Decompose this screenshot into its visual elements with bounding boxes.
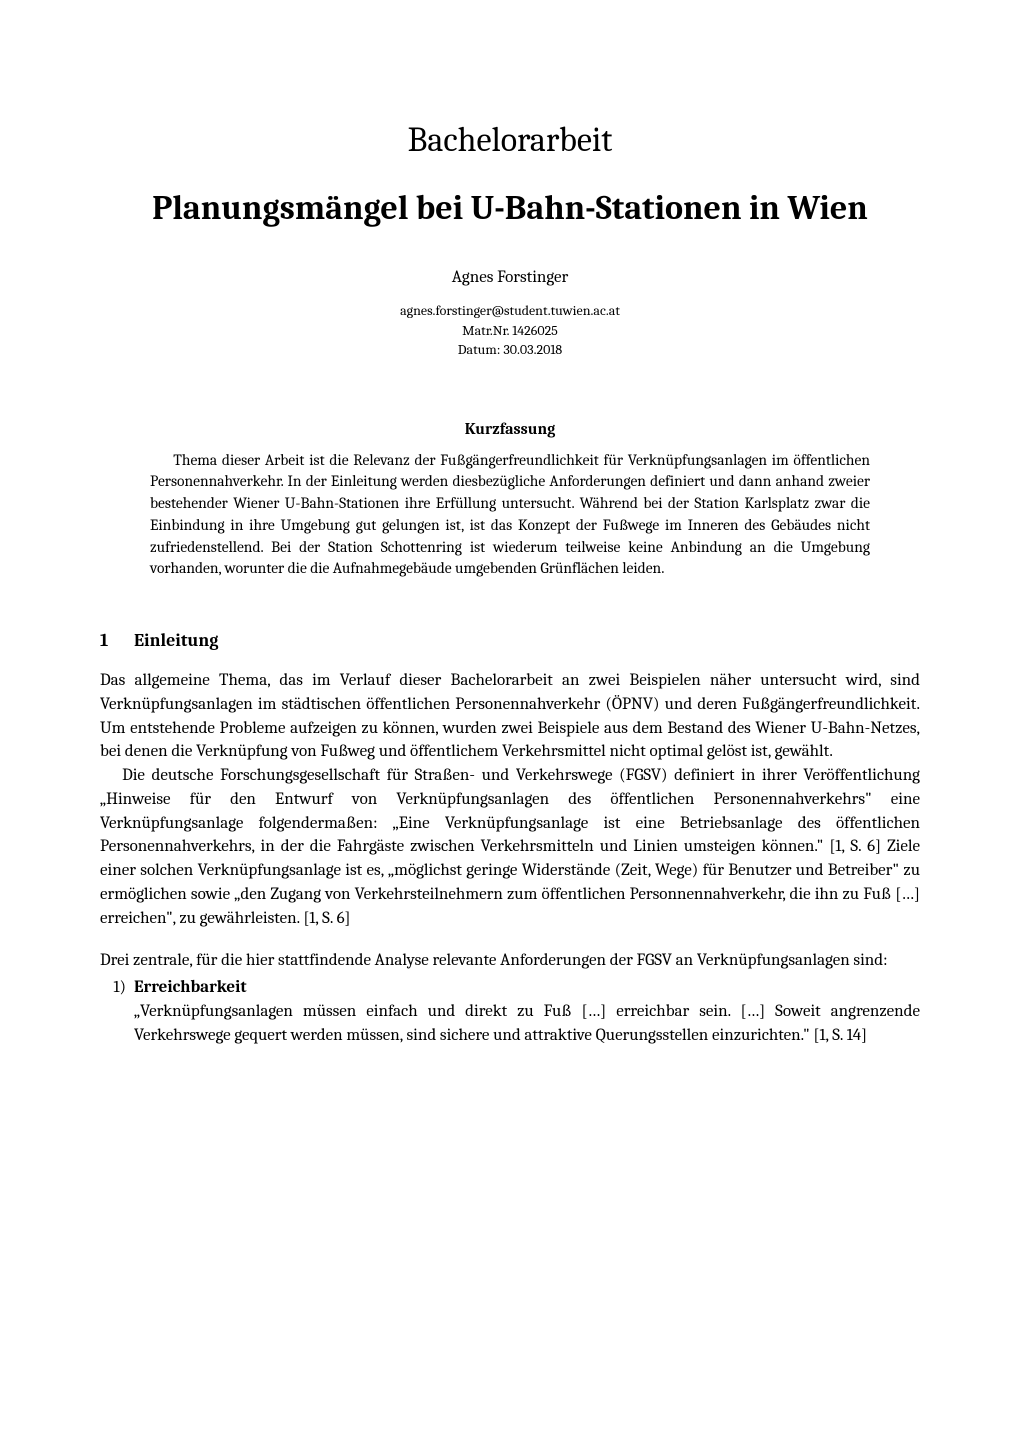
list-item-text: „Verknüpfungsanlagen müssen einfach und … — [134, 1002, 920, 1045]
author-name: Agnes Forstinger — [100, 268, 920, 287]
section-number: 1 — [100, 630, 134, 651]
body-paragraph-2: Die deutsche Forschungsgesellschaft für … — [100, 764, 920, 931]
author-block: Agnes Forstinger agnes.forstinger@studen… — [100, 268, 920, 360]
body-paragraph-1: Das allgemeine Thema, das im Verlauf die… — [100, 669, 920, 764]
list-marker: 1) — [100, 976, 134, 1047]
author-date: Datum: 30.03.2018 — [100, 340, 920, 360]
list-item-1: 1) Erreichbarkeit „Verknüpfungsanlagen m… — [100, 976, 920, 1047]
section-heading-1: 1Einleitung — [100, 630, 920, 651]
abstract-block: Kurzfassung Thema dieser Arbeit ist die … — [150, 420, 870, 580]
abstract-heading: Kurzfassung — [150, 420, 870, 438]
list-intro: Drei zentrale, für die hier stattfindend… — [100, 949, 920, 973]
section-title: Einleitung — [134, 630, 218, 651]
main-title: Planungsmängel bei U-Bahn-Stationen in W… — [100, 188, 920, 228]
list-body: Erreichbarkeit „Verknüpfungsanlagen müss… — [134, 976, 920, 1047]
author-matrikel: Matr.Nr. 1426025 — [100, 321, 920, 341]
abstract-text: Thema dieser Arbeit ist die Relevanz der… — [150, 450, 870, 580]
spacer — [100, 931, 920, 949]
author-email: agnes.forstinger@student.tuwien.ac.at — [100, 301, 920, 321]
list-item-title: Erreichbarkeit — [134, 978, 247, 997]
document-type: Bachelorarbeit — [100, 120, 920, 160]
